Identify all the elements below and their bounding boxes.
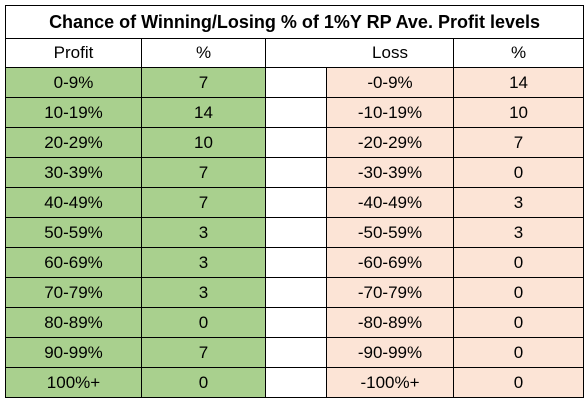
table-row: 90-99% 7 -90-99% 0 <box>5 337 585 368</box>
spacer-cell[interactable] <box>265 157 327 188</box>
table-title[interactable]: Chance of Winning/Losing % of 1%Y RP Ave… <box>4 5 585 39</box>
loss-range-cell[interactable]: -70-79% <box>326 277 454 308</box>
loss-percent-cell[interactable]: 0 <box>452 307 585 338</box>
loss-percent-cell[interactable]: 0 <box>452 367 585 398</box>
loss-percent-cell[interactable]: 0 <box>452 337 585 368</box>
spacer-cell[interactable] <box>265 307 327 338</box>
table-row: 30-39% 7 -30-39% 0 <box>5 157 585 188</box>
profit-percent-cell[interactable]: 3 <box>141 217 266 248</box>
spacer-cell[interactable] <box>265 187 327 218</box>
profit-percent-cell[interactable]: 7 <box>141 157 266 188</box>
profit-range-cell[interactable]: 90-99% <box>5 337 142 368</box>
spacer-cell[interactable] <box>265 247 327 278</box>
table-row: 80-89% 0 -80-89% 0 <box>5 307 585 338</box>
profit-range-cell[interactable]: 40-49% <box>5 187 142 218</box>
title-row: Chance of Winning/Losing % of 1%Y RP Ave… <box>4 5 585 39</box>
profit-percent-cell[interactable]: 0 <box>141 307 266 338</box>
header-loss[interactable]: Loss <box>326 38 454 68</box>
profit-percent-cell[interactable]: 7 <box>141 337 266 368</box>
profit-percent-cell[interactable]: 0 <box>141 367 266 398</box>
header-row: Profit % Loss % <box>5 38 585 68</box>
table-row: 100%+ 0 -100%+ 0 <box>5 367 585 398</box>
profit-range-cell[interactable]: 80-89% <box>5 307 142 338</box>
spacer-cell[interactable] <box>265 67 327 98</box>
table-row: 70-79% 3 -70-79% 0 <box>5 277 585 308</box>
spacer-cell[interactable] <box>265 367 327 398</box>
profit-range-cell[interactable]: 60-69% <box>5 247 142 278</box>
profit-range-cell[interactable]: 100%+ <box>5 367 142 398</box>
spacer-cell[interactable] <box>265 97 327 128</box>
header-profit[interactable]: Profit <box>5 38 142 68</box>
header-profit-percent[interactable]: % <box>141 38 266 68</box>
loss-range-cell[interactable]: -50-59% <box>326 217 454 248</box>
profit-range-cell[interactable]: 50-59% <box>5 217 142 248</box>
profit-range-cell[interactable]: 10-19% <box>5 97 142 128</box>
header-loss-percent[interactable]: % <box>452 38 585 68</box>
profit-percent-cell[interactable]: 3 <box>141 247 266 278</box>
loss-percent-cell[interactable]: 0 <box>452 157 585 188</box>
profit-range-cell[interactable]: 30-39% <box>5 157 142 188</box>
table-row: 0-9% 7 -0-9% 14 <box>5 67 585 98</box>
loss-percent-cell[interactable]: 14 <box>452 67 585 98</box>
loss-percent-cell[interactable]: 0 <box>452 277 585 308</box>
loss-range-cell[interactable]: -0-9% <box>326 67 454 98</box>
loss-percent-cell[interactable]: 0 <box>452 247 585 278</box>
loss-percent-cell[interactable]: 7 <box>452 127 585 158</box>
table-row: 40-49% 7 -40-49% 3 <box>5 187 585 218</box>
profit-percent-cell[interactable]: 7 <box>141 187 266 218</box>
spreadsheet-table-region: Chance of Winning/Losing % of 1%Y RP Ave… <box>4 5 585 408</box>
profit-percent-cell[interactable]: 3 <box>141 277 266 308</box>
profit-range-cell[interactable]: 20-29% <box>5 127 142 158</box>
table-row: 60-69% 3 -60-69% 0 <box>5 247 585 278</box>
profit-percent-cell[interactable]: 10 <box>141 127 266 158</box>
loss-percent-cell[interactable]: 3 <box>452 187 585 218</box>
loss-range-cell[interactable]: -80-89% <box>326 307 454 338</box>
loss-range-cell[interactable]: -100%+ <box>326 367 454 398</box>
spacer-cell[interactable] <box>265 217 327 248</box>
loss-range-cell[interactable]: -10-19% <box>326 97 454 128</box>
loss-range-cell[interactable]: -30-39% <box>326 157 454 188</box>
table-row: 50-59% 3 -50-59% 3 <box>5 217 585 248</box>
spacer-cell[interactable] <box>265 127 327 158</box>
profit-range-cell[interactable]: 0-9% <box>5 67 142 98</box>
loss-range-cell[interactable]: -20-29% <box>326 127 454 158</box>
spacer-cell[interactable] <box>265 277 327 308</box>
header-spacer-cell[interactable] <box>265 38 327 68</box>
loss-percent-cell[interactable]: 3 <box>452 217 585 248</box>
loss-range-cell[interactable]: -90-99% <box>326 337 454 368</box>
loss-range-cell[interactable]: -60-69% <box>326 247 454 278</box>
spacer-cell[interactable] <box>265 337 327 368</box>
table-row: 20-29% 10 -20-29% 7 <box>5 127 585 158</box>
win-loss-table: Chance of Winning/Losing % of 1%Y RP Ave… <box>4 5 585 398</box>
profit-range-cell[interactable]: 70-79% <box>5 277 142 308</box>
profit-percent-cell[interactable]: 7 <box>141 67 266 98</box>
loss-percent-cell[interactable]: 10 <box>452 97 585 128</box>
profit-percent-cell[interactable]: 14 <box>141 97 266 128</box>
loss-range-cell[interactable]: -40-49% <box>326 187 454 218</box>
table-row: 10-19% 14 -10-19% 10 <box>5 97 585 128</box>
